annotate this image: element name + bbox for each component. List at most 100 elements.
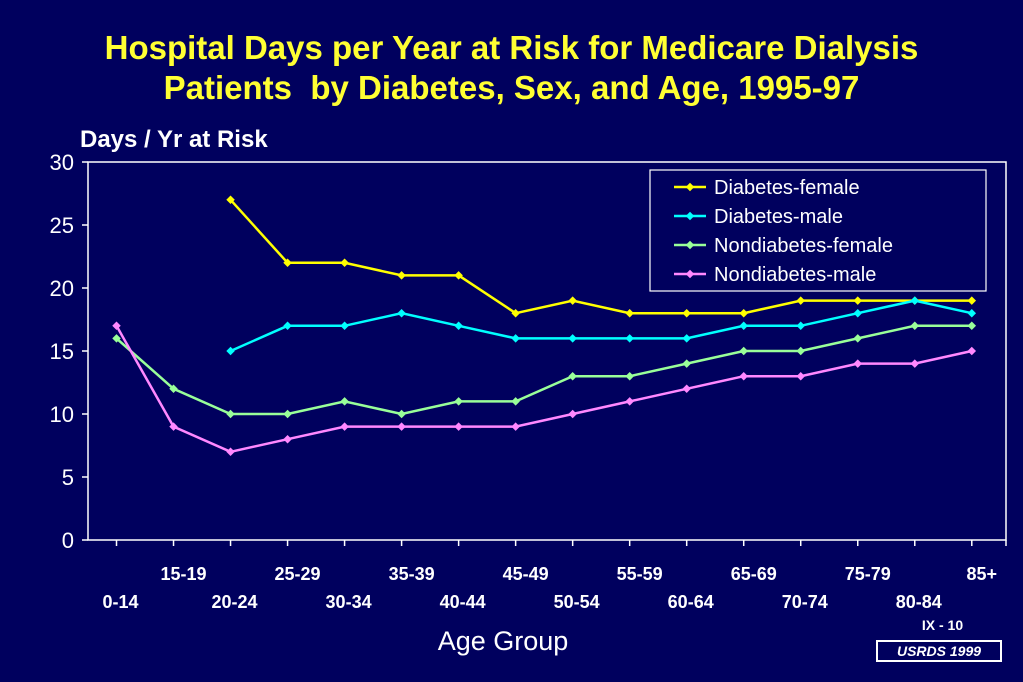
series-layer (112, 195, 977, 457)
legend-box (649, 169, 987, 292)
legend-item: Nondiabetes-male (674, 264, 876, 286)
data-point (967, 296, 977, 305)
data-point (796, 346, 805, 356)
data-point (511, 308, 520, 318)
legend-label: Nondiabetes-male (714, 264, 876, 286)
y-tick-label: 15 (50, 339, 74, 364)
x-tick-label: 75-79 (845, 564, 891, 584)
data-point (853, 334, 862, 343)
data-point (853, 308, 862, 318)
data-point (112, 334, 121, 343)
data-point (340, 321, 349, 331)
data-point (454, 397, 463, 406)
data-point (796, 296, 805, 305)
y-tick-label: 30 (50, 150, 74, 175)
data-point (511, 334, 520, 343)
data-point (568, 409, 577, 419)
legend: Diabetes-female Diabetes-male Nondiabetes-… (649, 169, 987, 292)
data-point (283, 321, 292, 331)
data-point (226, 409, 235, 419)
series-line (115, 324, 972, 416)
data-point (682, 359, 691, 368)
source-badge: USRDS 1999 (876, 640, 1002, 662)
data-point (967, 308, 977, 318)
x-tick-label: 20-24 (212, 592, 258, 612)
legend-swatch-marker (685, 269, 695, 279)
x-tick-label: 25-29 (275, 564, 321, 584)
y-tick-label: 10 (50, 402, 74, 427)
title-line-2: Patients by Diabetes, Sex, and Age, 1995… (163, 69, 860, 106)
series-line (230, 299, 973, 353)
data-point (682, 334, 691, 343)
x-tick-label: 40-44 (440, 592, 486, 612)
data-point (682, 384, 691, 394)
data-point (397, 422, 406, 431)
data-point (511, 422, 520, 431)
data-point (511, 397, 520, 406)
x-tick-label: 60-64 (668, 592, 714, 612)
series-diabetes-male (226, 296, 977, 356)
y-axis-label: Days / Yr at Risk (80, 126, 268, 153)
legend-item: Nondiabetes-female (674, 235, 893, 257)
y-tick-label: 5 (62, 465, 74, 490)
x-tick-label: 50-54 (554, 592, 600, 612)
y-tick-label: 0 (62, 528, 74, 553)
title-line-1: Hospital Days per Year at Risk for Medic… (104, 29, 919, 66)
series-nondiabetes-female (112, 321, 977, 419)
data-point (853, 359, 862, 368)
data-point (454, 321, 463, 331)
x-tick-label: 85+ (967, 564, 998, 584)
y-tick-label: 25 (50, 213, 74, 238)
data-point (454, 422, 463, 431)
data-point (283, 258, 292, 268)
data-point (625, 397, 634, 406)
data-point (283, 409, 292, 419)
x-tick-label: 35-39 (389, 564, 435, 584)
data-point (397, 409, 406, 419)
legend-label: Diabetes-female (714, 177, 860, 199)
x-tick-label: 0-14 (102, 592, 138, 612)
data-point (340, 397, 349, 406)
series-nondiabetes-male (112, 321, 977, 457)
data-point (568, 371, 577, 381)
data-point (568, 296, 577, 305)
data-point (625, 308, 634, 318)
data-point (226, 447, 235, 457)
x-axis-label: Age Group (437, 626, 569, 656)
x-tick-label: 70-74 (782, 592, 828, 612)
chart-title: Hospital Days per Year at Risk for Medic… (0, 28, 1023, 108)
data-point (226, 195, 235, 205)
data-point (796, 371, 805, 381)
series-line (229, 198, 972, 315)
data-point (853, 296, 862, 305)
series-line (115, 325, 973, 454)
data-point (397, 271, 406, 280)
data-point (283, 434, 292, 444)
data-point (454, 271, 463, 280)
x-tick-label: 65-69 (731, 564, 777, 584)
data-point (169, 422, 178, 431)
x-tick-label: 30-34 (326, 592, 372, 612)
data-point (340, 422, 349, 431)
x-tick-label: 15-19 (161, 564, 207, 584)
x-tick-label: 55-59 (617, 564, 663, 584)
legend-item: Diabetes-female (674, 177, 860, 199)
data-point (967, 321, 977, 331)
data-point (625, 371, 634, 381)
data-point (226, 346, 235, 356)
data-point (739, 346, 748, 356)
data-point (625, 334, 634, 343)
x-tick-label: 45-49 (503, 564, 549, 584)
data-point (739, 321, 748, 331)
data-point (910, 321, 920, 331)
data-point (739, 308, 748, 318)
legend-label: Diabetes-male (714, 206, 843, 228)
data-point (739, 371, 748, 381)
legend-label: Nondiabetes-female (714, 235, 893, 257)
y-tick-label: 20 (50, 276, 74, 301)
data-point (112, 321, 121, 331)
data-point (682, 308, 691, 318)
